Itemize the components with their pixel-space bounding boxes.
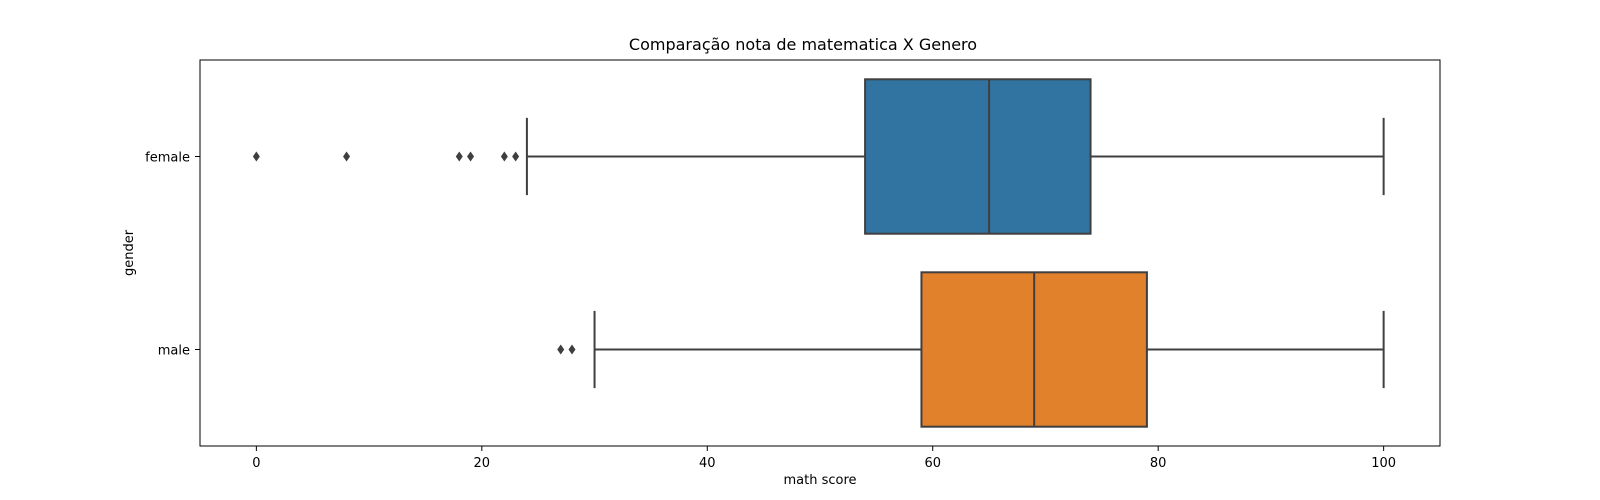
x-tick-label: 100 [1371,456,1396,471]
x-axis-label: math score [783,473,856,488]
box-group-male [557,271,1385,428]
outlier-marker [500,151,508,162]
chart-title: Comparação nota de matematica X Genero [629,35,977,54]
x-axis: 0 20 40 60 80 100 [252,446,1396,471]
x-tick-label: 60 [924,456,941,471]
box-group-female [252,78,1385,235]
y-axis-label: gender [122,229,137,276]
x-tick-label: 80 [1150,456,1167,471]
x-tick-label: 0 [252,456,260,471]
x-tick-label: 40 [699,456,716,471]
plot-frame [199,59,1441,447]
y-tick-label: male [158,344,190,359]
outlier-marker [568,344,576,355]
boxes-layer [252,78,1385,428]
y-tick-label: female [145,151,190,166]
iqr-box [864,78,1092,235]
outlier-marker [455,151,463,162]
outlier-marker [252,151,260,162]
outlier-marker [343,151,351,162]
outlier-marker [512,151,520,162]
x-tick-label: 20 [474,456,491,471]
outlier-marker [467,151,475,162]
outlier-marker [557,344,565,355]
y-axis: female male [145,151,200,359]
